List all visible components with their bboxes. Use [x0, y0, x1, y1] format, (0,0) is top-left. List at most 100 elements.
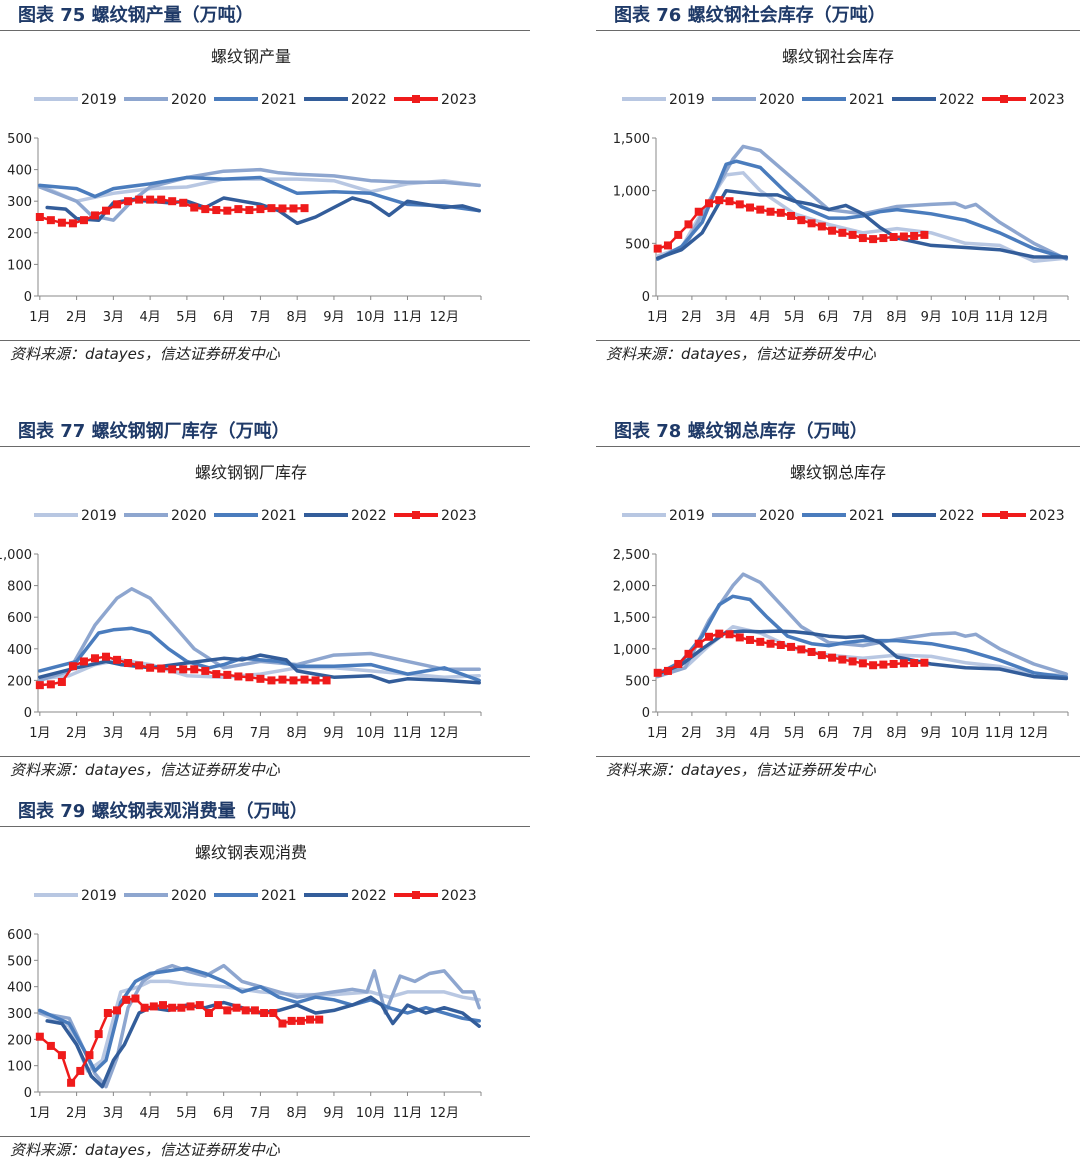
legend-label: 2019	[669, 92, 705, 108]
data-point-2023	[76, 1066, 85, 1075]
data-point-2023	[234, 672, 243, 681]
chart-number-title: 图表 79 螺纹钢表观消费量（万吨）	[18, 801, 308, 822]
legend-label: 2022	[351, 508, 387, 524]
legend-label: 2021	[261, 92, 297, 108]
data-point-2023	[879, 234, 888, 243]
x-tick-label: 5月	[176, 726, 197, 741]
x-tick-label: 1月	[29, 310, 50, 325]
data-point-2023	[256, 674, 265, 683]
data-point-2023	[817, 651, 826, 660]
x-tick-label: 6月	[213, 726, 234, 741]
chart-title: 螺纹钢钢厂库存	[195, 463, 307, 482]
x-tick-label: 12月	[1019, 310, 1049, 325]
legend-item-2022: 2022	[304, 92, 387, 108]
panel-header: 图表 78 螺纹钢总库存（万吨）	[596, 416, 1080, 447]
data-point-2023	[879, 660, 888, 669]
chart-number-title: 图表 78 螺纹钢总库存（万吨）	[614, 421, 868, 442]
legend-item-2021: 2021	[214, 888, 297, 904]
x-tick-label: 10月	[951, 726, 981, 741]
y-tick-label: 600	[7, 928, 32, 943]
data-point-2023	[190, 665, 199, 674]
x-tick-label: 7月	[250, 1106, 271, 1121]
data-point-2023	[35, 681, 44, 690]
data-point-2023	[35, 1032, 44, 1041]
legend-item-2022: 2022	[304, 888, 387, 904]
data-point-2023	[663, 666, 672, 675]
data-point-2023	[300, 204, 309, 213]
data-point-2023	[113, 655, 122, 664]
legend-label: 2023	[441, 888, 477, 904]
y-tick-label: 1,500	[613, 611, 650, 626]
data-point-2023	[797, 645, 806, 654]
data-point-2023	[267, 676, 276, 685]
data-point-2023	[322, 676, 331, 685]
data-point-2023	[296, 1016, 305, 1025]
data-point-2023	[684, 220, 693, 229]
data-point-2023	[653, 244, 662, 253]
x-tick-label: 3月	[715, 726, 736, 741]
data-point-2023	[103, 1009, 112, 1017]
legend-item-2023: 2023	[394, 508, 477, 524]
y-tick-label: 1,000	[613, 643, 650, 658]
x-tick-label: 4月	[750, 310, 771, 325]
x-tick-label: 8月	[886, 726, 907, 741]
x-tick-label: 8月	[287, 726, 308, 741]
y-tick-label: 2,000	[613, 580, 650, 595]
data-point-2023	[848, 230, 857, 239]
y-tick-label: 800	[7, 580, 32, 595]
y-tick-label: 400	[7, 643, 32, 658]
data-point-2023	[735, 633, 744, 642]
x-tick-label: 5月	[784, 726, 805, 741]
data-point-2023	[186, 1002, 195, 1011]
y-tick-label: 300	[7, 195, 32, 210]
data-point-2023	[201, 666, 210, 675]
x-tick-label: 8月	[287, 310, 308, 325]
x-tick-label: 2月	[681, 310, 702, 325]
y-tick-label: 0	[24, 706, 32, 721]
data-point-2023	[102, 206, 111, 215]
data-point-2023	[113, 1006, 122, 1015]
data-point-2023	[190, 203, 199, 212]
legend-label: 2023	[441, 508, 477, 524]
data-point-2023	[797, 216, 806, 225]
data-point-2023	[807, 219, 816, 228]
legend-item-2023: 2023	[982, 508, 1065, 524]
data-point-2023	[135, 661, 144, 670]
data-point-2023	[57, 677, 66, 686]
data-point-2023	[195, 1001, 204, 1010]
x-tick-label: 7月	[250, 310, 271, 325]
data-point-2023	[889, 659, 898, 668]
data-point-2023	[204, 1009, 213, 1017]
data-point-2023	[212, 670, 221, 679]
data-point-2023	[694, 639, 703, 648]
legend-label: 2023	[1029, 92, 1065, 108]
legend-label: 2021	[261, 508, 297, 524]
data-point-2023	[776, 641, 785, 650]
x-tick-label: 3月	[103, 1106, 124, 1121]
panel-header: 图表 75 螺纹钢产量（万吨）	[0, 0, 530, 31]
x-tick-label: 1月	[29, 1106, 50, 1121]
legend-label: 2019	[81, 92, 117, 108]
data-point-2023	[57, 1051, 66, 1060]
data-point-2023	[223, 670, 232, 679]
y-tick-label: 300	[7, 1007, 32, 1022]
data-point-2023	[899, 232, 908, 241]
data-point-2023	[234, 205, 243, 214]
legend-label: 2023	[441, 92, 477, 108]
data-point-2023	[124, 659, 133, 668]
chart-title: 螺纹钢社会库存	[782, 47, 894, 66]
data-point-2023	[46, 1041, 55, 1050]
data-point-2023	[157, 664, 166, 673]
chart-consumption: 螺纹钢表观消费 2019 2020 2021 2022 2023 0 100 200 300 400…	[7, 843, 482, 1121]
data-point-2023	[149, 1002, 158, 1011]
data-point-2023	[35, 213, 44, 221]
source-divider	[0, 756, 530, 757]
legend-item-2022: 2022	[304, 508, 387, 524]
legend-item-2020: 2020	[712, 92, 795, 108]
x-tick-label: 6月	[818, 726, 839, 741]
y-tick-label: 400	[7, 981, 32, 996]
x-tick-label: 9月	[323, 310, 344, 325]
data-point-2023	[245, 206, 254, 215]
data-point-2023	[858, 234, 867, 243]
data-point-2023	[787, 211, 796, 220]
